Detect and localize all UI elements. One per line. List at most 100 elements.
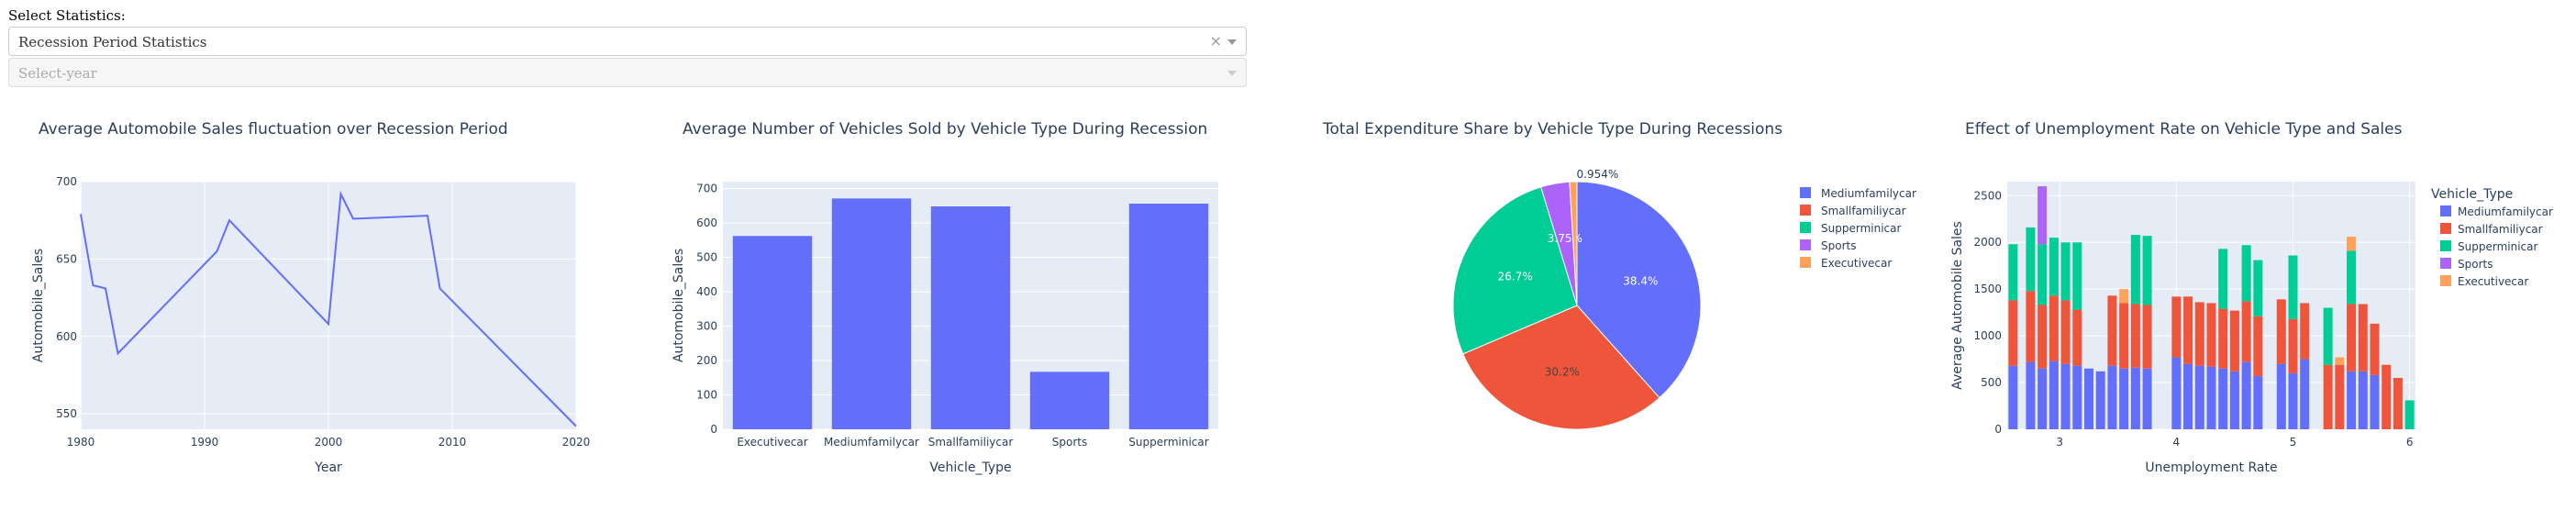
stacked-bar-unemployment-sales: Effect of Unemployment Rate on Vehicle T… bbox=[1950, 120, 2553, 475]
stacked-bar-segment bbox=[2347, 237, 2357, 251]
legend-swatch bbox=[1800, 205, 1811, 216]
x-axis-label: Unemployment Rate bbox=[2145, 460, 2277, 475]
stacked-bar-segment bbox=[2183, 363, 2193, 429]
chevron-down-icon[interactable] bbox=[1227, 39, 1237, 45]
stacked-bar-segment bbox=[2084, 368, 2093, 429]
clear-icon[interactable]: × bbox=[1209, 32, 1222, 50]
bar bbox=[831, 198, 912, 429]
stacked-bar-segment bbox=[2370, 323, 2380, 375]
y-tick-label: 2500 bbox=[1973, 189, 2002, 202]
stacked-bar-segment bbox=[2072, 242, 2082, 310]
stacked-bar-segment bbox=[2026, 291, 2036, 362]
stacked-bar-segment bbox=[2026, 227, 2036, 292]
stacked-bar-segment bbox=[2107, 295, 2117, 366]
stacked-bar-segment bbox=[2171, 357, 2182, 429]
stacked-bar-segment bbox=[2347, 250, 2357, 305]
stacked-bar-segment bbox=[2300, 359, 2310, 429]
legend-label: Sports bbox=[1821, 239, 1856, 252]
y-tick-label: 600 bbox=[56, 330, 77, 343]
stacked-bar-segment bbox=[2241, 245, 2251, 302]
legend-swatch bbox=[1800, 257, 1811, 268]
y-tick-label: 1000 bbox=[1973, 329, 2002, 342]
pie-slice bbox=[1462, 305, 1660, 430]
y-tick-label: 550 bbox=[56, 407, 77, 420]
stacked-bar-segment bbox=[2049, 360, 2059, 429]
stacked-bar-segment bbox=[2194, 365, 2204, 429]
line-chart-recession-sales: Average Automobile Sales fluctuation ove… bbox=[31, 120, 591, 475]
select-statistics-label: Select Statistics: bbox=[8, 7, 126, 24]
stacked-bar-segment bbox=[2253, 260, 2263, 316]
stacked-bar-segment bbox=[2229, 310, 2239, 371]
slice-label: 26.7% bbox=[1498, 271, 1533, 283]
stacked-bar-segment bbox=[2060, 300, 2071, 364]
stacked-bar-segment bbox=[2060, 242, 2071, 301]
x-tick-label: Mediumfamilycar bbox=[824, 436, 919, 449]
stacked-bar-segment bbox=[2347, 371, 2357, 429]
chart-title: Average Number of Vehicles Sold by Vehic… bbox=[683, 120, 1207, 139]
y-tick-label: 2000 bbox=[1973, 236, 2002, 249]
x-tick-label: Smallfamiliycar bbox=[928, 436, 1014, 449]
x-tick-label: Sports bbox=[1052, 436, 1087, 449]
legend-swatch bbox=[2440, 240, 2451, 251]
stacked-bar-segment bbox=[2382, 364, 2392, 429]
statistics-dropdown-value: Recession Period Statistics bbox=[18, 34, 207, 50]
stacked-bar-segment bbox=[2393, 377, 2403, 429]
y-tick-label: 500 bbox=[1981, 376, 2002, 389]
legend-swatch bbox=[2440, 223, 2451, 234]
legend-label: Executivecar bbox=[1821, 257, 1892, 270]
statistics-dropdown[interactable]: Recession Period Statistics × bbox=[8, 27, 1247, 56]
stacked-bar-segment bbox=[2218, 308, 2228, 369]
stacked-bar-segment bbox=[2142, 368, 2152, 429]
stacked-bar-segment bbox=[2253, 375, 2263, 429]
stacked-bar-segment bbox=[2130, 367, 2140, 429]
x-tick-label: 5 bbox=[2290, 436, 2297, 449]
stacked-bar-segment bbox=[2008, 244, 2018, 301]
stacked-bar-segment bbox=[2288, 318, 2298, 373]
legend-swatch bbox=[2440, 275, 2451, 286]
stacked-bar-segment bbox=[2119, 289, 2129, 304]
x-tick-label: 2000 bbox=[315, 436, 343, 449]
legend-swatch bbox=[2440, 205, 2451, 216]
y-tick-label: 650 bbox=[56, 252, 77, 265]
legend-swatch bbox=[2440, 258, 2451, 269]
stacked-bar-segment bbox=[2206, 303, 2216, 367]
pie-chart-expenditure-share: Total Expenditure Share by Vehicle Type … bbox=[1322, 120, 1916, 430]
stacked-bar-segment bbox=[2037, 305, 2048, 369]
bar bbox=[930, 206, 1011, 429]
legend-label: Smallfamiliycar bbox=[2458, 223, 2543, 236]
x-tick-label: 2020 bbox=[562, 436, 591, 449]
stacked-bar-segment bbox=[2253, 316, 2263, 376]
stacked-bar-segment bbox=[2037, 244, 2048, 305]
x-tick-label: Executivecar bbox=[737, 436, 807, 449]
x-axis-label: Year bbox=[314, 460, 342, 475]
bar bbox=[732, 236, 813, 429]
chevron-down-icon bbox=[1227, 71, 1237, 76]
legend-swatch bbox=[1800, 239, 1811, 250]
x-axis-label: Vehicle_Type bbox=[929, 460, 1011, 475]
y-tick-label: 700 bbox=[696, 183, 717, 195]
controls-panel: Select Statistics: Recession Period Stat… bbox=[8, 6, 1247, 87]
bar bbox=[1029, 371, 1110, 429]
stacked-bar-segment bbox=[2335, 357, 2345, 365]
slice-label: 38.4% bbox=[1623, 275, 1658, 288]
y-tick-label: 300 bbox=[696, 320, 717, 333]
stacked-bar-segment bbox=[2026, 361, 2036, 429]
legend-label: Mediumfamilycar bbox=[2458, 205, 2553, 218]
stacked-bar-segment bbox=[2037, 186, 2048, 245]
y-tick-label: 0 bbox=[710, 423, 717, 436]
y-tick-label: 1500 bbox=[1973, 283, 2002, 295]
x-tick-label: 6 bbox=[2406, 436, 2414, 449]
y-tick-label: 600 bbox=[696, 216, 717, 229]
stacked-bar-segment bbox=[2206, 366, 2216, 429]
chart-title: Average Automobile Sales fluctuation ove… bbox=[39, 120, 508, 139]
x-tick-label: 3 bbox=[2056, 436, 2063, 449]
stacked-bar-segment bbox=[2049, 295, 2059, 361]
stacked-bar-segment bbox=[2370, 374, 2380, 429]
x-tick-label: Supperminicar bbox=[1128, 436, 1208, 449]
series-line bbox=[80, 190, 577, 427]
y-tick-label: 400 bbox=[696, 285, 717, 298]
year-dropdown[interactable]: Select-year bbox=[8, 58, 1247, 87]
stacked-bar-segment bbox=[2142, 305, 2152, 369]
stacked-bar-segment bbox=[2183, 296, 2193, 364]
chart-title: Total Expenditure Share by Vehicle Type … bbox=[1322, 120, 1782, 139]
